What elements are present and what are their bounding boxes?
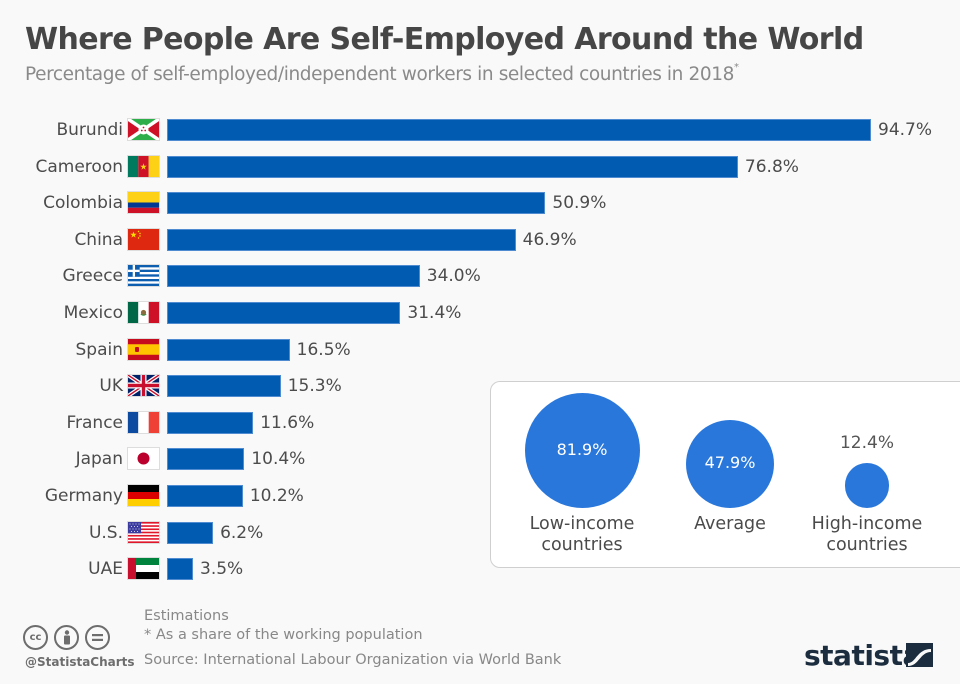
bubble-category-label: Low-income countries <box>529 514 635 555</box>
value-label: 34.0% <box>426 266 481 287</box>
value-label: 15.3% <box>287 376 342 397</box>
category-label: Spain <box>75 339 124 360</box>
bar <box>167 448 245 471</box>
bar-row: Germany 10.2% <box>0 484 960 508</box>
bubble-value-label: 47.9% <box>704 453 756 473</box>
colombia-flag-icon <box>128 192 159 214</box>
bar <box>167 375 281 398</box>
bar <box>167 228 516 251</box>
bar <box>167 411 254 434</box>
bubble-category-label: Average <box>694 514 766 534</box>
category-label: UAE <box>88 559 123 580</box>
income-comparison-panel: 81.9% Low-income countries 47.9% Average 12.… <box>490 381 960 568</box>
category-label: U.S. <box>88 522 123 543</box>
category-label: China <box>74 229 123 250</box>
value-label: 10.2% <box>249 486 304 506</box>
subtitle-footnote-marker: * <box>733 62 739 73</box>
category-label: Germany <box>44 486 123 506</box>
uk-flag-icon <box>128 375 159 397</box>
category-label: Japan <box>75 449 123 470</box>
value-label: 50.9% <box>552 193 607 214</box>
bar-row: China 46.9% <box>0 228 960 252</box>
category-label: Mexico <box>63 303 123 323</box>
subtitle-text: Percentage of self-employed/independent … <box>25 64 734 85</box>
category-label: Colombia <box>43 193 123 214</box>
value-label: 31.4% <box>407 303 462 323</box>
bubble-value-label: 81.9% <box>556 439 608 459</box>
license-icons: cc <box>23 625 110 650</box>
germany-flag-icon <box>128 485 159 506</box>
japan-flag-icon <box>128 448 159 470</box>
attribution-icon <box>54 625 79 650</box>
bar <box>167 558 194 581</box>
bubble <box>524 393 640 508</box>
category-label: UK <box>99 376 123 397</box>
bar <box>167 192 546 215</box>
bar <box>167 338 290 361</box>
bar-row: Japan 10.4% <box>0 447 960 471</box>
value-label: 16.5% <box>296 339 351 360</box>
bar <box>167 521 214 544</box>
bar <box>167 119 871 141</box>
value-label: 46.9% <box>522 229 577 250</box>
bubble-value-label: 12.4% <box>839 433 894 454</box>
no-derivatives-icon <box>85 625 110 650</box>
category-label: Cameroon <box>35 156 124 177</box>
bar-row: Colombia 50.9% <box>0 191 960 215</box>
bar-row: Greece 34.0% <box>0 264 960 288</box>
footer-note-estimations: Estimations <box>144 608 229 624</box>
bar-row: UK 15.3% <box>0 374 960 398</box>
value-label: 11.6% <box>260 412 315 433</box>
bar-chart: Burundi 94.7% Cameroon 76.8% Colombia 50.9% Ch… <box>0 110 960 590</box>
value-label: 94.7% <box>878 120 933 140</box>
footer-note-share: * As a share of the working population <box>144 627 423 643</box>
mexico-flag-icon <box>128 302 159 323</box>
bar-row: Burundi 94.7% <box>0 118 960 142</box>
us-flag-icon <box>128 521 159 543</box>
bubble <box>844 463 890 508</box>
statista-logo-text[interactable]: statista <box>804 639 921 672</box>
bar <box>167 155 738 178</box>
twitter-handle: @StatistaCharts <box>25 655 135 669</box>
bubble-category-label: High-income countries <box>811 514 923 555</box>
greece-flag-icon <box>128 265 159 287</box>
spain-flag-icon <box>128 338 159 360</box>
category-label: Greece <box>62 266 123 287</box>
bar-row: Cameroon 76.8% <box>0 155 960 179</box>
value-label: 6.2% <box>220 522 264 543</box>
cameroon-flag-icon <box>128 155 159 177</box>
bar <box>167 485 243 507</box>
france-flag-icon <box>128 411 159 433</box>
uae-flag-icon <box>128 558 159 580</box>
value-label: 76.8% <box>744 156 799 177</box>
cc-icon: cc <box>23 625 48 650</box>
statista-logo-icon <box>906 643 933 667</box>
bar-row: Mexico 31.4% <box>0 301 960 325</box>
bar <box>167 302 401 324</box>
category-label: Burundi <box>56 120 124 140</box>
bar-row: Spain 16.5% <box>0 338 960 362</box>
bar-row: U.S. 6.2% <box>0 521 960 545</box>
value-label: 3.5% <box>200 559 244 580</box>
china-flag-icon <box>128 228 159 250</box>
bubble <box>686 420 774 508</box>
bar-row: UAE 3.5% <box>0 557 960 581</box>
chart-subtitle: Percentage of self-employed/independent … <box>25 62 739 85</box>
value-label: 10.4% <box>251 449 306 470</box>
bar-row: France 11.6% <box>0 411 960 435</box>
chart-title: Where People Are Self-Employed Around th… <box>25 22 864 57</box>
burundi-flag-icon <box>128 119 159 140</box>
bar <box>167 265 420 288</box>
source-text: Source: International Labour Organizatio… <box>144 652 562 668</box>
category-label: France <box>66 412 123 433</box>
